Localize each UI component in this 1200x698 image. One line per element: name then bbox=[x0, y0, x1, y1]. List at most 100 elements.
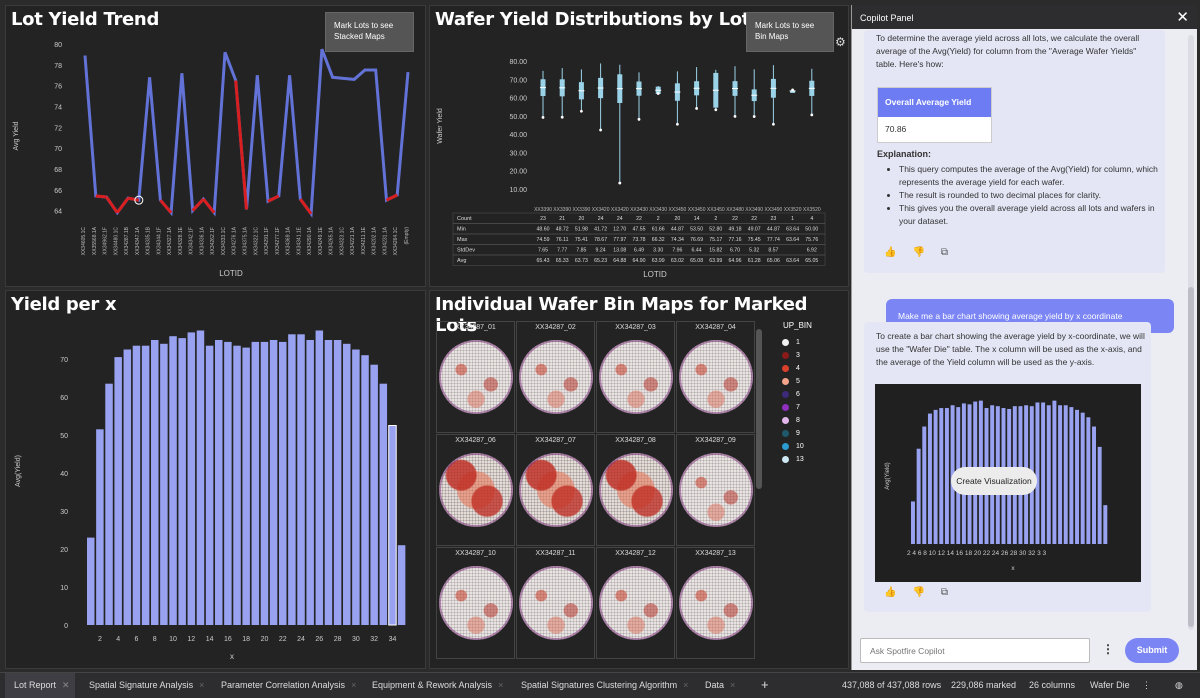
mini-bar bbox=[1075, 409, 1080, 544]
close-icon[interactable]: ✕ bbox=[1176, 9, 1189, 26]
bar bbox=[397, 545, 406, 625]
legend-item[interactable]: 13 bbox=[782, 453, 812, 466]
add-tab-icon[interactable]: + bbox=[761, 677, 769, 692]
tab-lot-report[interactable]: Lot Report ✕ bbox=[5, 673, 75, 698]
copy-icon[interactable]: ⧉ bbox=[940, 247, 949, 258]
submit-button[interactable]: Submit bbox=[1125, 638, 1179, 663]
mini-bar bbox=[939, 408, 944, 544]
stats-cell: 22 bbox=[751, 216, 757, 222]
x-tick-label: XX34336.1A bbox=[199, 226, 205, 255]
mini-bar bbox=[1063, 405, 1068, 544]
create-visualization-button[interactable]: Create Visualization bbox=[951, 467, 1037, 495]
mark-lots-stacked-button[interactable]: Mark Lots to see Stacked Maps bbox=[325, 12, 414, 52]
legend-item[interactable]: 10 bbox=[782, 440, 812, 453]
row-count: 437,088 of 437,088 rows bbox=[842, 680, 942, 690]
wafer-map[interactable]: XX34287_04 bbox=[676, 321, 755, 433]
thumbs-down-icon[interactable]: 👎 bbox=[912, 247, 925, 258]
legend-item[interactable]: 9 bbox=[782, 427, 812, 440]
wafer-yield-dist-panel[interactable]: Wafer Yield Distributions by Lot Mark Lo… bbox=[429, 5, 849, 287]
stats-row-label: Min bbox=[457, 227, 466, 233]
lot-yield-line-chart[interactable]: 80 78 76 74 72 70 68 66 64 Avg Yield LOTID XX34605.… bbox=[6, 6, 426, 287]
lot-header-label: XX3390 bbox=[573, 207, 591, 213]
close-icon[interactable]: ✕ bbox=[62, 680, 70, 690]
y-tick-label: 80.00 bbox=[509, 59, 527, 66]
stats-cell: 6.49 bbox=[634, 248, 644, 254]
wafer-map[interactable]: XX34287_08 bbox=[596, 434, 675, 546]
legend-item[interactable]: 6 bbox=[782, 388, 812, 401]
generated-chart-preview[interactable]: Avg(Yield) 2 4 6 8 10 12 14 16 18 20 22 2… bbox=[875, 384, 1141, 582]
wafer-map[interactable]: XX34287_11 bbox=[516, 547, 595, 659]
wafer-die-map bbox=[439, 453, 513, 527]
lot-header-label: XX3390 bbox=[534, 207, 552, 213]
bar bbox=[333, 340, 342, 625]
explanation-title: Explanation: bbox=[877, 149, 932, 159]
x-tick-label: 18 bbox=[242, 636, 250, 643]
legend-swatch bbox=[782, 365, 789, 372]
bar bbox=[123, 349, 132, 625]
list-item: This gives you the overall average yield… bbox=[899, 202, 1172, 228]
stats-cell: 2 bbox=[657, 216, 660, 222]
chat-history[interactable]: To determine the average yield across al… bbox=[864, 30, 1186, 630]
lot-yield-trend-panel[interactable]: Lot Yield Trend Mark Lots to see Stacked… bbox=[5, 5, 426, 287]
marked-segment bbox=[385, 193, 398, 202]
tab-parameter-correlation-analysis[interactable]: Parameter Correlation Analysis × bbox=[221, 680, 357, 690]
thumbs-up-icon[interactable]: 👍 bbox=[884, 247, 897, 258]
bar bbox=[251, 341, 260, 625]
copy-icon[interactable]: ⧉ bbox=[940, 587, 949, 598]
bottom-tab-bar: Lot Report ✕ Spatial Signature Analysis × … bbox=[0, 672, 1200, 698]
wafer-map[interactable]: XX34287_10 bbox=[436, 547, 515, 659]
legend-item[interactable]: 1 bbox=[782, 336, 812, 349]
tab-data[interactable]: Data × bbox=[705, 680, 736, 690]
legend-label: 3 bbox=[796, 352, 800, 359]
wafer-map[interactable]: XX34287_03 bbox=[596, 321, 675, 433]
wafer-map[interactable]: XX34287_07 bbox=[516, 434, 595, 546]
thumbs-down-icon[interactable]: 👎 bbox=[912, 587, 925, 598]
legend-swatch bbox=[782, 404, 789, 411]
bar bbox=[288, 334, 296, 625]
ask-copilot-input[interactable] bbox=[860, 638, 1090, 663]
marked-segment bbox=[267, 194, 280, 203]
globe-icon[interactable]: ◍ bbox=[1175, 680, 1183, 690]
wafer-map[interactable]: XX34287_12 bbox=[596, 547, 675, 659]
box bbox=[790, 90, 796, 93]
yield-per-x-panel[interactable]: Yield per x 0 10 20 30 40 50 60 70 Avg(Yield) x 2 4… bbox=[5, 290, 426, 669]
tab-equipment-rework-analysis[interactable]: Equipment & Rework Analysis × bbox=[372, 680, 504, 690]
bin-maps-panel[interactable]: Individual Wafer Bin Maps for Marked Lot… bbox=[429, 290, 849, 669]
wafer-boxplot-chart[interactable]: 80.00 70.00 60.00 50.00 40.00 30.00 20.00 10.00… bbox=[430, 6, 849, 287]
wafer-map[interactable]: XX34287_09 bbox=[676, 434, 755, 546]
x-tick-label: XX34344.1F bbox=[156, 227, 162, 255]
legend-item[interactable]: 4 bbox=[782, 362, 812, 375]
wafer-map[interactable]: XX34287_06 bbox=[436, 434, 515, 546]
wafer-map[interactable]: XX34287_13 bbox=[676, 547, 755, 659]
x-tick-label: XX34265.1A bbox=[329, 226, 335, 255]
scrollbar-thumb[interactable] bbox=[1188, 287, 1194, 627]
wafer-die-map bbox=[679, 566, 753, 640]
more-options-icon[interactable]: ⋮ bbox=[1102, 642, 1114, 656]
tab-spatial-clustering[interactable]: Spatial Signatures Clustering Algorithm × bbox=[521, 680, 689, 690]
assistant-message: To determine the average yield across al… bbox=[864, 30, 1165, 273]
x-tick-label: XX34262.1F bbox=[210, 227, 216, 255]
bar bbox=[242, 347, 250, 625]
y-tick-label: 20 bbox=[60, 547, 68, 554]
copilot-scrollbar[interactable] bbox=[1188, 35, 1194, 630]
legend-item[interactable]: 8 bbox=[782, 414, 812, 427]
thumbs-up-icon[interactable]: 👍 bbox=[884, 587, 897, 598]
bin-map-scrollbar[interactable] bbox=[756, 329, 762, 489]
gear-icon[interactable]: ⚙ bbox=[835, 35, 846, 49]
copilot-header: Copilot Panel ✕ bbox=[852, 5, 1197, 29]
table-selector[interactable]: Wafer Die bbox=[1090, 680, 1130, 690]
legend-item[interactable]: 3 bbox=[782, 349, 812, 362]
stats-cell: 65.06 bbox=[767, 258, 780, 264]
legend-item[interactable]: 5 bbox=[782, 375, 812, 388]
stats-cell: 75.41 bbox=[575, 237, 588, 243]
mark-lots-binmap-button[interactable]: Mark Lots to see Bin Maps bbox=[746, 12, 834, 52]
wafer-map[interactable]: XX34287_02 bbox=[516, 321, 595, 433]
legend-item[interactable]: 7 bbox=[782, 401, 812, 414]
stats-cell: 63.02 bbox=[671, 258, 684, 264]
wafer-label: XX34287_11 bbox=[535, 550, 576, 557]
wafer-map[interactable]: XX34287_01 bbox=[436, 321, 515, 433]
more-options-icon[interactable]: ⋮ bbox=[1142, 680, 1151, 690]
tab-spatial-signature-analysis[interactable]: Spatial Signature Analysis × bbox=[89, 680, 205, 690]
x-axis-label: LOTID bbox=[643, 270, 667, 279]
